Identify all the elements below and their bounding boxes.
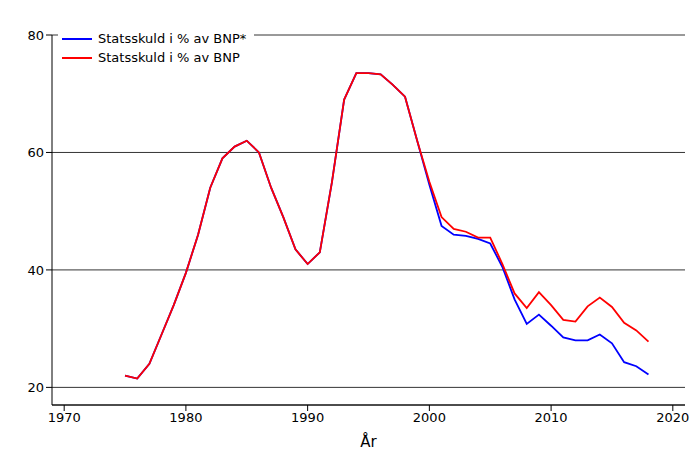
html-text:Statsskuld i % av BNP*: Statsskuld i % av BNP* bbox=[98, 31, 247, 46]
svg-text:1990: 1990 bbox=[291, 410, 324, 425]
svg-text:2020: 2020 bbox=[656, 410, 689, 425]
svg-text:40: 40 bbox=[27, 263, 44, 278]
svg-text:År: År bbox=[360, 432, 377, 451]
svg-text:1970: 1970 bbox=[48, 410, 81, 425]
svg-text:2010: 2010 bbox=[535, 410, 568, 425]
svg-text:20: 20 bbox=[27, 380, 44, 395]
svg-text:80: 80 bbox=[27, 28, 44, 43]
svg-text:60: 60 bbox=[27, 145, 44, 160]
svg-text:2000: 2000 bbox=[413, 410, 446, 425]
svg-text:1980: 1980 bbox=[169, 410, 202, 425]
html-text:Statsskuld i % av BNP: Statsskuld i % av BNP bbox=[98, 50, 240, 65]
